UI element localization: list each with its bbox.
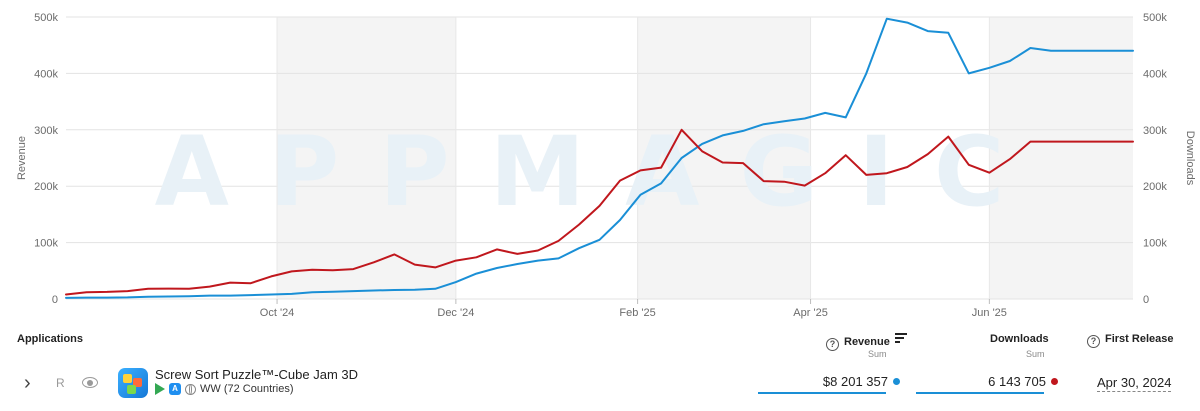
revenue-value: $8 201 357	[822, 374, 888, 389]
y-axis-title-right: Downloads	[1184, 131, 1196, 186]
applications-header: Applications	[17, 333, 84, 345]
shaded-band	[989, 17, 1133, 299]
sort-icon[interactable]	[894, 333, 907, 345]
downloads-value-cell: 6 143 705	[918, 374, 1058, 389]
revenue-value-cell: $8 201 357	[760, 374, 900, 389]
x-tick-label: Feb '25	[619, 307, 655, 319]
app-icon[interactable]	[118, 368, 148, 398]
y-axis-title-left: Revenue	[16, 136, 28, 180]
downloads-underline	[916, 392, 1044, 394]
help-circle-icon[interactable]: ?	[1087, 335, 1100, 348]
app-name-link[interactable]: Screw Sort Puzzle™-Cube Jam 3D	[155, 367, 359, 382]
downloads-series-dot	[1051, 378, 1058, 385]
downloads-sub-label: Sum	[1026, 349, 1045, 359]
series-line-downloads	[65, 128, 1134, 296]
y-tick-label-right: 0	[1143, 294, 1149, 306]
chart: APPMAGIC 0 0 100k 100k 200k 200k 300k 300k 400k 40…	[16, 12, 1196, 319]
expand-row-chevron-icon[interactable]: ›	[24, 372, 31, 394]
region-label: WW (72 Countries)	[200, 383, 294, 395]
x-tick-label: Dec '24	[437, 307, 474, 319]
help-circle-icon[interactable]: ?	[826, 338, 839, 351]
first-release-date: Apr 30, 2024	[1097, 375, 1172, 392]
x-tick-label: Oct '24	[260, 307, 295, 319]
google-play-icon[interactable]	[155, 383, 165, 395]
y-tick-label-left: 300k	[34, 125, 58, 137]
globe-icon	[185, 383, 196, 395]
revenue-sub-label: Sum	[868, 349, 887, 359]
x-tick-label: Jun '25	[972, 307, 1007, 319]
revenue-underline	[758, 392, 886, 394]
r-toggle[interactable]: R	[56, 376, 65, 390]
revenue-header-label: Revenue	[844, 336, 890, 348]
series-line-revenue	[65, 17, 1134, 299]
y-tick-label-right: 500k	[1143, 12, 1167, 24]
shaded-band	[277, 17, 456, 299]
y-tick-label-right: 400k	[1143, 68, 1167, 80]
y-tick-label-left: 400k	[34, 68, 58, 80]
x-tick-label: Apr '25	[793, 307, 828, 319]
watermark: APPMAGIC	[155, 116, 1045, 228]
first-release-header[interactable]: ? First Release	[1087, 333, 1173, 348]
eye-icon[interactable]	[82, 377, 98, 388]
y-tick-label-left: 200k	[34, 181, 58, 193]
y-tick-label-right: 100k	[1143, 238, 1167, 250]
downloads-value: 6 143 705	[988, 374, 1046, 389]
app-store-icon[interactable]: A	[169, 383, 181, 395]
revenue-series-dot	[893, 378, 900, 385]
y-tick-label-right: 300k	[1143, 125, 1167, 137]
revenue-header[interactable]: ? Revenue	[826, 333, 907, 351]
y-tick-label-left: 100k	[34, 238, 58, 250]
downloads-header[interactable]: Downloads	[990, 333, 1049, 345]
y-tick-label-right: 200k	[1143, 181, 1167, 193]
app-store-row: A WW (72 Countries)	[155, 383, 294, 395]
y-tick-label-left: 0	[52, 294, 58, 306]
first-release-header-label: First Release	[1105, 333, 1174, 345]
y-tick-label-left: 500k	[34, 12, 58, 24]
